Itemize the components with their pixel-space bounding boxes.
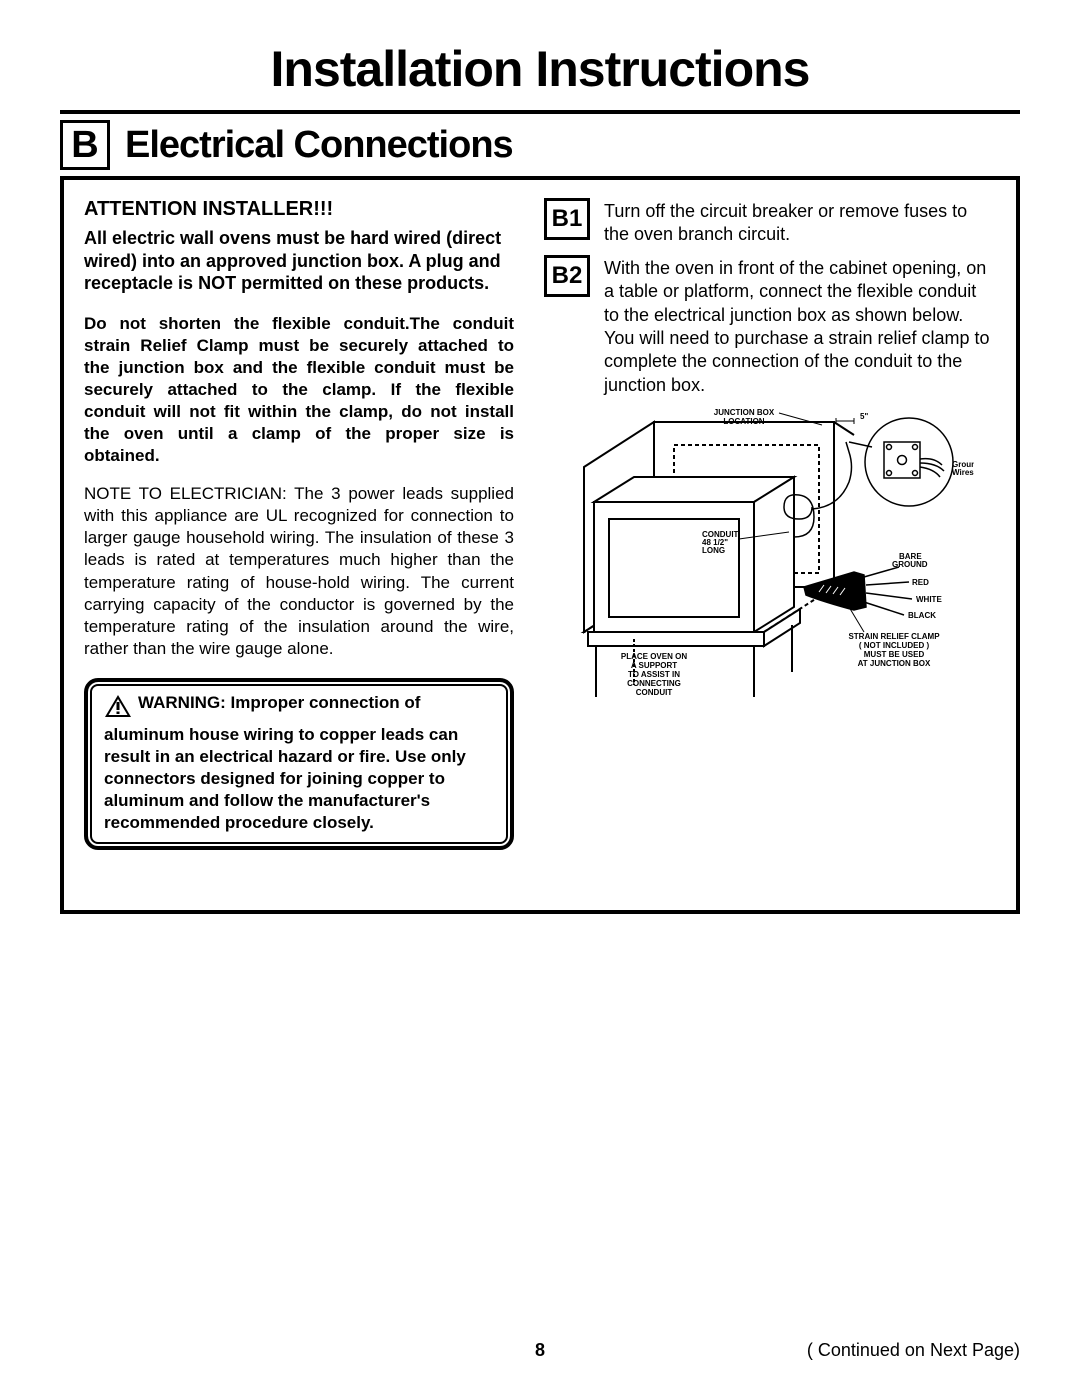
label-ground-wires: GroundWires — [952, 460, 974, 477]
attention-body: All electric wall ovens must be hard wir… — [84, 227, 514, 295]
section-header: B Electrical Connections — [60, 110, 1020, 176]
left-column: ATTENTION INSTALLER!!! All electric wall… — [84, 198, 514, 850]
page-footer: 8 ( Continued on Next Page) — [60, 1340, 1020, 1361]
oven-diagram: JUNCTION BOXLOCATION 5" GroundWires COND… — [554, 407, 996, 732]
step-b2: B2 With the oven in front of the cabinet… — [544, 255, 996, 397]
continued-label: ( Continued on Next Page) — [807, 1340, 1020, 1361]
step-badge-b2: B2 — [544, 255, 590, 297]
label-strain-relief: STRAIN RELIEF CLAMP( NOT INCLUDED )MUST … — [848, 632, 940, 668]
step-badge-b1: B1 — [544, 198, 590, 240]
label-bare-ground: BAREGROUND — [892, 552, 928, 569]
section-title: Electrical Connections — [125, 124, 513, 167]
step-text-b1: Turn off the circuit breaker or remove f… — [604, 198, 996, 247]
label-red: RED — [912, 578, 929, 587]
attention-heading: ATTENTION INSTALLER!!! — [84, 198, 514, 221]
electrician-note: NOTE TO ELECTRICIAN: The 3 power leads s… — [84, 483, 514, 660]
step-b1: B1 Turn off the circuit breaker or remov… — [544, 198, 996, 247]
label-five-inch: 5" — [860, 412, 868, 421]
main-title: Installation Instructions — [60, 40, 1020, 98]
warning-box: WARNING: Improper connection of aluminum… — [84, 678, 514, 851]
warning-text: WARNING: Improper connection of aluminum… — [104, 692, 494, 835]
label-junction-box: JUNCTION BOXLOCATION — [714, 408, 775, 426]
content-box: ATTENTION INSTALLER!!! All electric wall… — [60, 176, 1020, 914]
conduit-paragraph: Do not shorten the flexible conduit.The … — [84, 313, 514, 468]
right-column: B1 Turn off the circuit breaker or remov… — [544, 198, 996, 850]
label-black: BLACK — [908, 611, 936, 620]
label-place-oven: PLACE OVEN ONA SUPPORTTO ASSIST INCONNEC… — [621, 652, 687, 697]
page-number: 8 — [535, 1340, 545, 1361]
warning-triangle-icon — [104, 694, 132, 724]
step-text-b2: With the oven in front of the cabinet op… — [604, 255, 996, 397]
label-white: WHITE — [916, 595, 942, 604]
warning-body: WARNING: Improper connection of aluminum… — [104, 693, 466, 832]
section-badge: B — [60, 120, 110, 170]
